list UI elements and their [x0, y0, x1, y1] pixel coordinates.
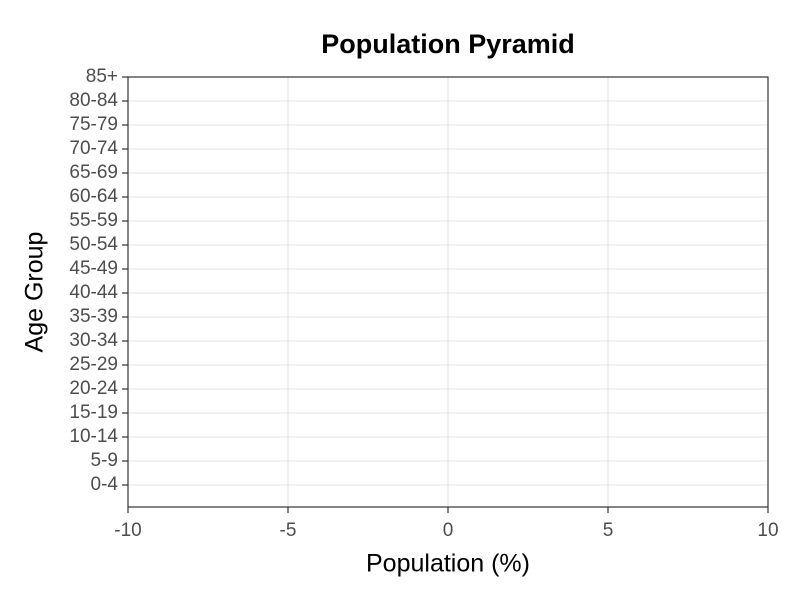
plot-border: [127, 76, 769, 508]
x-axis-title: Population (%): [366, 550, 530, 578]
y-tick-label: 35-39: [69, 306, 118, 327]
y-axis-title: Age Group: [21, 232, 49, 353]
y-tick-label: 15-19: [69, 402, 118, 423]
y-tick-label: 45-49: [69, 258, 118, 279]
y-tick-label: 85+: [86, 66, 118, 87]
y-tick-label: 70-74: [69, 138, 118, 159]
x-tick-label: 10: [757, 520, 778, 541]
y-tick-label: 5-9: [91, 450, 118, 471]
y-tick-label: 20-24: [69, 378, 118, 399]
y-tick-label: 80-84: [69, 90, 118, 111]
y-tick-label: 55-59: [69, 210, 118, 231]
y-tick-label: 50-54: [69, 234, 118, 255]
y-tick-label: 30-34: [69, 330, 118, 351]
x-tick-label: -5: [280, 520, 297, 541]
y-tick-label: 10-14: [69, 426, 118, 447]
y-tick-label: 40-44: [69, 282, 118, 303]
y-tick-label: 75-79: [69, 114, 118, 135]
chart-title: Population Pyramid: [321, 29, 575, 59]
x-tick-label: -10: [114, 520, 141, 541]
x-tick-label: 5: [603, 520, 614, 541]
y-tick-label: 25-29: [69, 354, 118, 375]
y-tick-label: 65-69: [69, 162, 118, 183]
y-tick-label: 60-64: [69, 186, 118, 207]
y-tick-label: 0-4: [91, 474, 119, 495]
x-tick-label: 0: [443, 520, 454, 541]
